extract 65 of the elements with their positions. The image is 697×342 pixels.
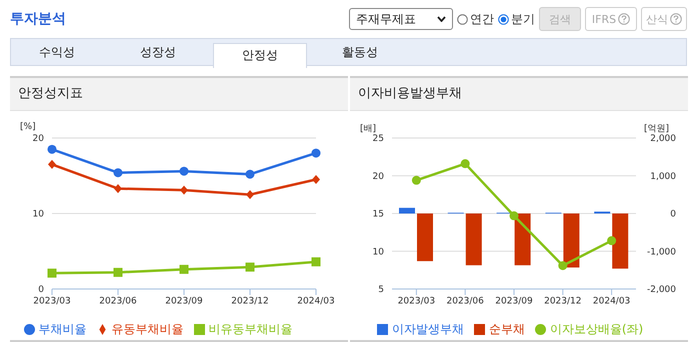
x-tick-label: 2023/12 [544, 296, 582, 306]
point [312, 257, 320, 266]
y2-tick-label: 1,000 [650, 172, 676, 182]
y2-tick-label: -1,000 [646, 247, 676, 258]
y2-tick-label: 0 [670, 210, 676, 220]
legend-label: 비유동부채비율 [208, 322, 292, 336]
text: 연간 [469, 10, 494, 28]
legend-label: 부채비율 [38, 322, 86, 336]
x-tick-label: 2024/03 [297, 296, 335, 306]
x-tick-label: 2023/09 [495, 296, 533, 306]
point [412, 176, 421, 185]
chart-title: 안정성지표 [10, 78, 348, 111]
point [246, 262, 254, 272]
text: 활동성 [341, 44, 379, 61]
y-tick-label: 25 [372, 134, 384, 144]
y-axis-title: [배] [360, 123, 376, 134]
y-axis-title: [%] [20, 122, 36, 132]
text: 투자분석 [10, 10, 66, 28]
chart-title: 이자비용발생부채 [350, 78, 688, 111]
y-tick-label: 15 [372, 210, 384, 220]
x-tick-label: 2023/09 [165, 296, 203, 306]
point [114, 184, 122, 194]
point [312, 175, 320, 184]
y-tick-label: 5 [378, 285, 384, 296]
legend-label: 이자보상배율(좌) [550, 322, 644, 336]
legend-label: 순부채 [488, 322, 525, 336]
x-tick-label: 2023/03 [398, 296, 436, 306]
point [607, 236, 616, 246]
point [180, 166, 188, 176]
text: 성장성 [139, 44, 177, 61]
point [114, 168, 122, 178]
y-tick-label: 0 [38, 285, 44, 296]
y-tick-label: 20 [32, 134, 44, 144]
legend-label: 유동부채비율 [112, 322, 184, 336]
text: IFRS [592, 12, 616, 26]
text: 분기 [510, 10, 535, 28]
legend-label: 이자발생부채 [392, 322, 464, 336]
point [180, 264, 188, 274]
x-tick-label: 2024/03 [592, 296, 630, 306]
text: 산식 [646, 12, 668, 26]
point [48, 268, 56, 278]
text: 안정성 [213, 43, 307, 68]
point [246, 190, 254, 200]
y-tick-label: 20 [372, 172, 384, 182]
point [180, 186, 188, 195]
y2-tick-label: -2,000 [646, 285, 676, 296]
point [460, 159, 470, 168]
point [48, 144, 56, 154]
text: 주재무제표 [356, 10, 416, 28]
point [558, 261, 568, 270]
point [114, 268, 122, 277]
y2-axis-title: [억원] [644, 123, 670, 134]
y2-tick-label: 2,000 [650, 134, 676, 144]
point [246, 170, 254, 179]
x-tick-label: 2023/12 [231, 296, 269, 306]
x-tick-label: 2023/06 [99, 296, 137, 306]
x-tick-label: 2023/06 [446, 296, 484, 306]
point [510, 211, 518, 220]
point [312, 148, 320, 158]
x-tick-label: 2023/03 [33, 296, 71, 306]
text: 수익성 [38, 44, 76, 61]
point [48, 160, 56, 169]
y-tick-label: 10 [372, 247, 384, 258]
y-tick-label: 10 [32, 210, 44, 220]
text: 검색 [549, 12, 571, 26]
